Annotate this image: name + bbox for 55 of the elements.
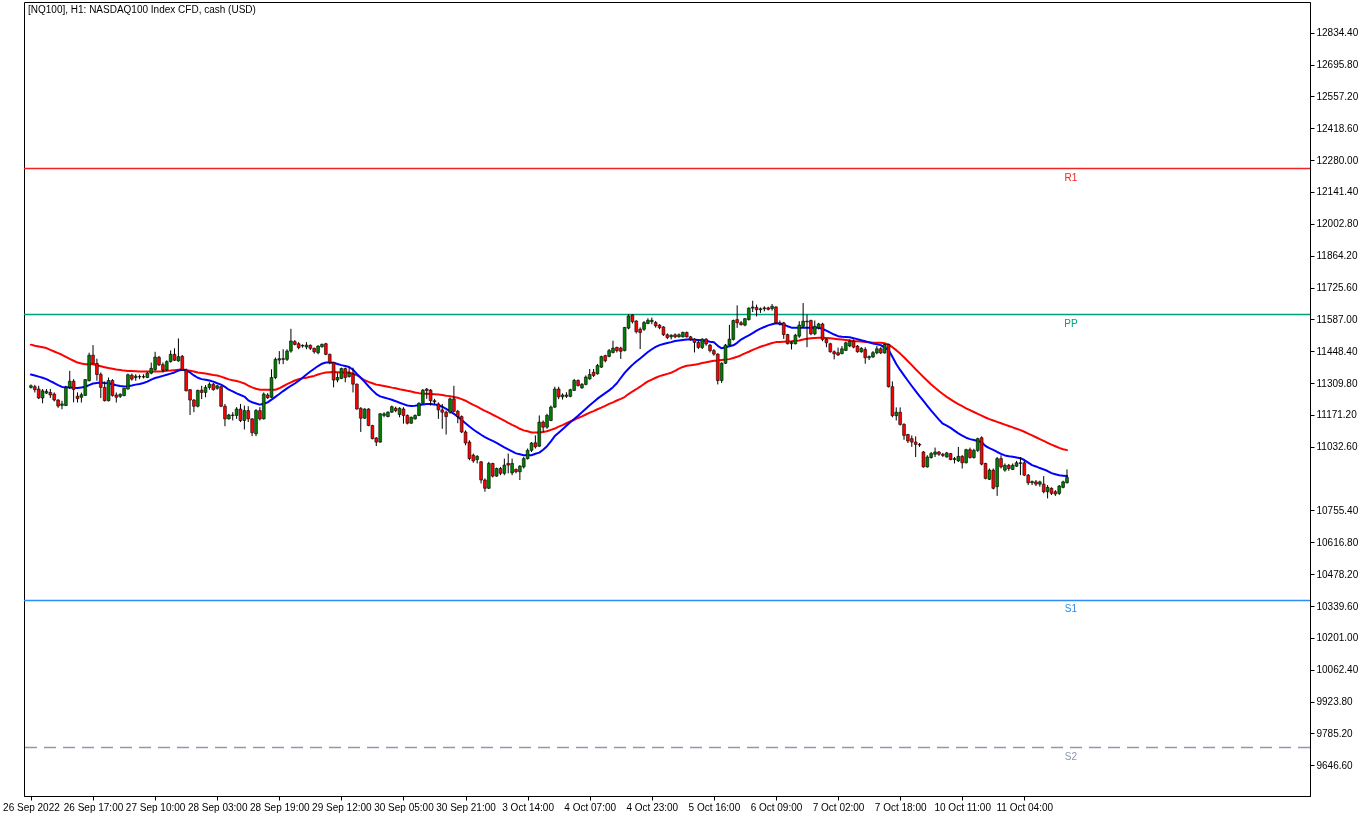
ref-line-label: S2: [1064, 750, 1078, 762]
ref-line-label: PP: [1064, 317, 1078, 329]
y-tick-label: 11587.00: [1316, 313, 1358, 325]
x-tick-label: 26 Sep 17:00: [63, 801, 124, 813]
y-tick-label: 9785.20: [1316, 727, 1354, 739]
candlestick: [677, 332, 681, 339]
y-tick-label: 12557.20: [1316, 90, 1359, 102]
candlestick: [29, 383, 33, 390]
x-tick-label: 27 Sep 10:00: [125, 801, 186, 813]
x-tick-label: 7 Oct 18:00: [874, 801, 927, 813]
candlestick: [611, 340, 615, 354]
x-tick-label: 10 Oct 11:00: [934, 801, 992, 813]
y-tick-label: 9923.80: [1316, 696, 1354, 708]
y-tick-label: 11448.40: [1316, 345, 1358, 357]
candlestick: [1065, 468, 1069, 484]
candlestick: [153, 351, 157, 372]
candlestick: [933, 447, 937, 458]
y-tick-label: 12280.00: [1316, 154, 1359, 166]
y-tick-label: 10755.40: [1316, 504, 1359, 516]
y-tick-label: 10478.20: [1316, 568, 1359, 580]
x-tick-label: 11 Oct 04:00: [996, 801, 1054, 813]
x-tick-label: 30 Sep 21:00: [436, 801, 497, 813]
candlestick: [254, 408, 258, 437]
y-tick-label: 12695.80: [1316, 59, 1359, 71]
candlestick: [506, 453, 510, 474]
y-tick-label: 11171.20: [1316, 409, 1358, 421]
y-tick-label: 11309.80: [1316, 377, 1358, 389]
x-tick-label: 26 Sep 2022: [3, 801, 61, 813]
y-tick-label: 12002.80: [1316, 218, 1359, 230]
candlestick: [1030, 479, 1034, 486]
ref-line-label: S1: [1064, 603, 1078, 615]
y-tick-label: 10062.40: [1316, 664, 1359, 676]
y-tick-label: 9646.60: [1316, 759, 1354, 771]
y-tick-label: 10201.00: [1316, 632, 1359, 644]
chart-title: [NQ100], H1: NASDAQ100 Index CFD, cash (USD): [28, 4, 256, 15]
y-tick-label: 12141.40: [1316, 186, 1359, 198]
x-tick-label: 28 Sep 19:00: [250, 801, 310, 813]
x-tick-label: 3 Oct 14:00: [502, 801, 555, 813]
x-tick-label: 4 Oct 23:00: [626, 801, 679, 813]
y-tick-label: 11032.60: [1316, 441, 1358, 453]
y-tick-label: 11725.60: [1316, 282, 1358, 294]
y-tick-label: 11864.20: [1316, 250, 1358, 262]
y-tick-label: 10339.60: [1316, 600, 1359, 612]
x-tick-label: 5 Oct 16:00: [688, 801, 741, 813]
x-tick-label: 7 Oct 02:00: [812, 801, 865, 813]
x-tick-label: 29 Sep 12:00: [312, 801, 373, 813]
x-tick-label: 30 Sep 05:00: [374, 801, 435, 813]
y-tick-label: 12418.60: [1316, 122, 1359, 134]
y-tick-label: 12834.40: [1316, 27, 1359, 39]
candlestick: [836, 347, 840, 357]
x-tick-label: 6 Oct 09:00: [750, 801, 803, 813]
x-tick-label: 28 Sep 03:00: [187, 801, 248, 813]
x-tick-label: 4 Oct 07:00: [564, 801, 617, 813]
y-tick-label: 10616.80: [1316, 536, 1359, 548]
ref-line-label: R1: [1064, 171, 1078, 183]
